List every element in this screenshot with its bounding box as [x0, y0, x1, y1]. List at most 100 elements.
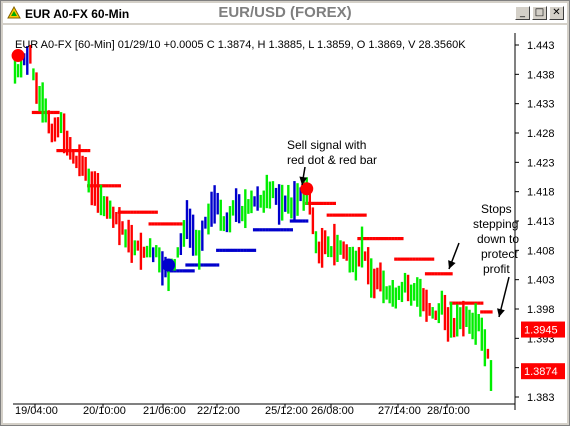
app-icon — [7, 6, 21, 19]
stop-dot — [243, 248, 247, 252]
stop-dot — [213, 263, 217, 267]
stop-dot — [314, 201, 318, 205]
stop-dot — [188, 263, 192, 267]
stop-dot — [191, 263, 195, 267]
stop-dot — [163, 222, 168, 226]
stop-dot — [443, 272, 447, 276]
stop-dot — [289, 228, 293, 232]
x-tick-label: 19/04:00 — [15, 405, 58, 417]
signal-dot — [300, 182, 314, 196]
stop-dot — [424, 272, 429, 276]
stop-dot — [206, 263, 211, 267]
stop-dot — [431, 272, 435, 276]
stop-dot — [295, 219, 300, 223]
stop-dot — [84, 149, 88, 153]
stop-dot — [176, 222, 180, 226]
stop-dot — [256, 228, 260, 232]
stop-dot — [154, 210, 158, 214]
stop-dot — [102, 184, 106, 188]
stop-dot — [87, 149, 91, 153]
stop-dot — [108, 184, 112, 188]
axes: 1.443 1.438 1.433 1.428 1.423 1.418 1.413 1.408… — [13, 33, 555, 417]
x-tick-label: 28/10:00 — [427, 405, 470, 417]
stop-dot — [292, 219, 297, 223]
stop-dot — [483, 310, 487, 314]
stop-dot — [185, 263, 189, 267]
stop-dot — [332, 201, 336, 205]
stop-dot — [326, 213, 330, 217]
stop-dot — [151, 210, 155, 214]
stop-dot — [120, 210, 125, 214]
stop-dot — [437, 272, 441, 276]
stop-dot — [280, 228, 284, 232]
stop-dot — [372, 237, 376, 241]
x-tick-label: 21/06:00 — [143, 405, 186, 417]
stop-dot — [265, 228, 269, 232]
stop-dot — [424, 257, 429, 261]
stop-dot — [480, 310, 484, 314]
minimize-button[interactable]: _ — [515, 6, 530, 20]
stop-dot — [56, 110, 60, 115]
stop-dot — [357, 237, 361, 241]
stop-dot — [431, 257, 435, 261]
stop-dot — [148, 222, 152, 226]
annotation-arrow-head — [497, 308, 505, 317]
price-label-text: 1.3945 — [524, 325, 558, 337]
y-tick-label: 1.433 — [527, 99, 555, 111]
stop-dot — [268, 228, 272, 232]
stop-dot — [421, 257, 426, 261]
stop-dot — [381, 237, 386, 241]
stop-dot — [434, 272, 438, 276]
stop-dot — [209, 263, 214, 267]
x-tick-label: 26/08:00 — [311, 405, 354, 417]
price-bars — [13, 44, 493, 391]
stop-dot — [59, 149, 63, 153]
price-chart[interactable]: 1.443 1.438 1.433 1.428 1.423 1.418 1.413 1.408… — [3, 25, 567, 423]
stop-dot — [176, 269, 180, 273]
plot-area[interactable]: 1.443 1.438 1.433 1.428 1.423 1.418 1.413 1.408… — [3, 25, 567, 423]
price-label-box — [521, 363, 565, 380]
stop-dot — [326, 201, 330, 205]
stop-dot — [338, 213, 343, 217]
stop-dot — [375, 237, 379, 241]
stop-dot — [354, 213, 358, 217]
stop-dot — [117, 184, 122, 188]
stop-dot — [277, 228, 281, 232]
price-label-box — [521, 321, 565, 338]
stop-dot — [363, 213, 367, 217]
stop-dot — [216, 263, 220, 267]
stop-dot — [170, 222, 174, 226]
stop-dot — [160, 222, 165, 226]
stop-dot — [225, 248, 229, 252]
stop-dot — [378, 237, 383, 241]
stop-dot — [455, 301, 459, 305]
stop-dot — [283, 228, 287, 232]
stop-dot — [464, 301, 469, 305]
signal-dot — [162, 258, 176, 272]
info-line: EUR A0-FX [60-Min] 01/29/10 +0.0005 C 1.… — [15, 39, 466, 51]
stop-dot — [474, 301, 478, 305]
stop-dot — [302, 219, 306, 223]
title-bar[interactable]: EUR A0-FX 60-Min EUR/USD (FOREX) _ □ ✕ — [3, 3, 567, 23]
stop-dot — [34, 110, 39, 115]
y-tick-label: 1.408 — [527, 245, 555, 257]
stop-dot — [123, 210, 128, 214]
stop-dot — [274, 228, 278, 232]
stop-dot — [486, 310, 490, 314]
x-tick-label: 20/10:00 — [83, 405, 126, 417]
stop-dot — [222, 248, 226, 252]
stop-dot — [400, 237, 404, 241]
stop-dot — [262, 228, 266, 232]
annotation-line: down to — [477, 232, 519, 246]
stop-dot — [179, 269, 183, 273]
stop-dot — [311, 201, 315, 205]
y-tick-label: 1.413 — [527, 216, 555, 228]
annotation-arrows — [299, 166, 510, 318]
stop-dot — [231, 248, 235, 252]
stop-dot — [403, 257, 407, 261]
close-button[interactable]: ✕ — [549, 6, 564, 20]
stop-dot — [391, 237, 395, 241]
maximize-button[interactable]: □ — [532, 6, 547, 20]
stop-dot — [467, 301, 472, 305]
